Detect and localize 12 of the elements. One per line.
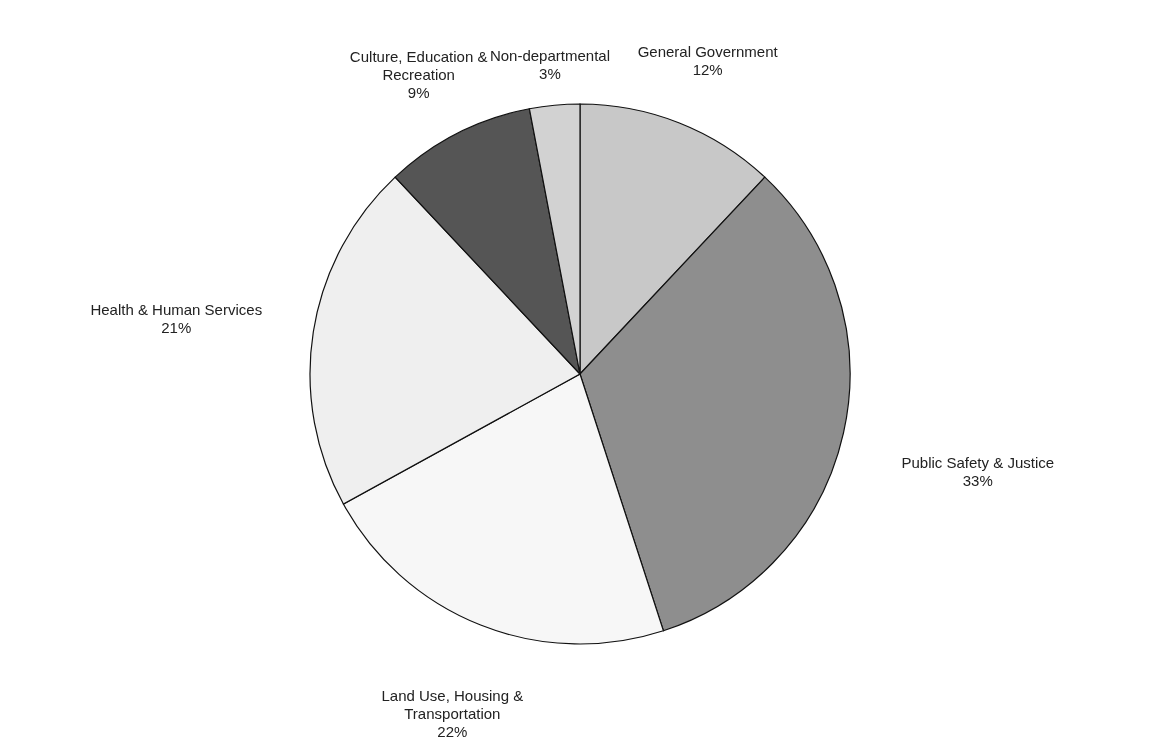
data-label: 21%	[161, 319, 192, 337]
slice-label: Health & Human Services	[90, 301, 263, 319]
data-label: 12%	[692, 60, 723, 78]
data-label: 3%	[539, 65, 561, 83]
slice-label: Public Safety & Justice	[901, 453, 1055, 471]
data-label: 22%	[437, 723, 468, 741]
slice-label: General Government	[637, 42, 779, 60]
data-label: 33%	[962, 471, 993, 489]
slice-label: Non-departmental	[489, 47, 610, 65]
slice-label: Culture, Education & Recreation	[349, 48, 488, 84]
slice-label: Land Use, Housing & Transportation	[381, 687, 524, 723]
data-label: 9%	[407, 84, 430, 102]
